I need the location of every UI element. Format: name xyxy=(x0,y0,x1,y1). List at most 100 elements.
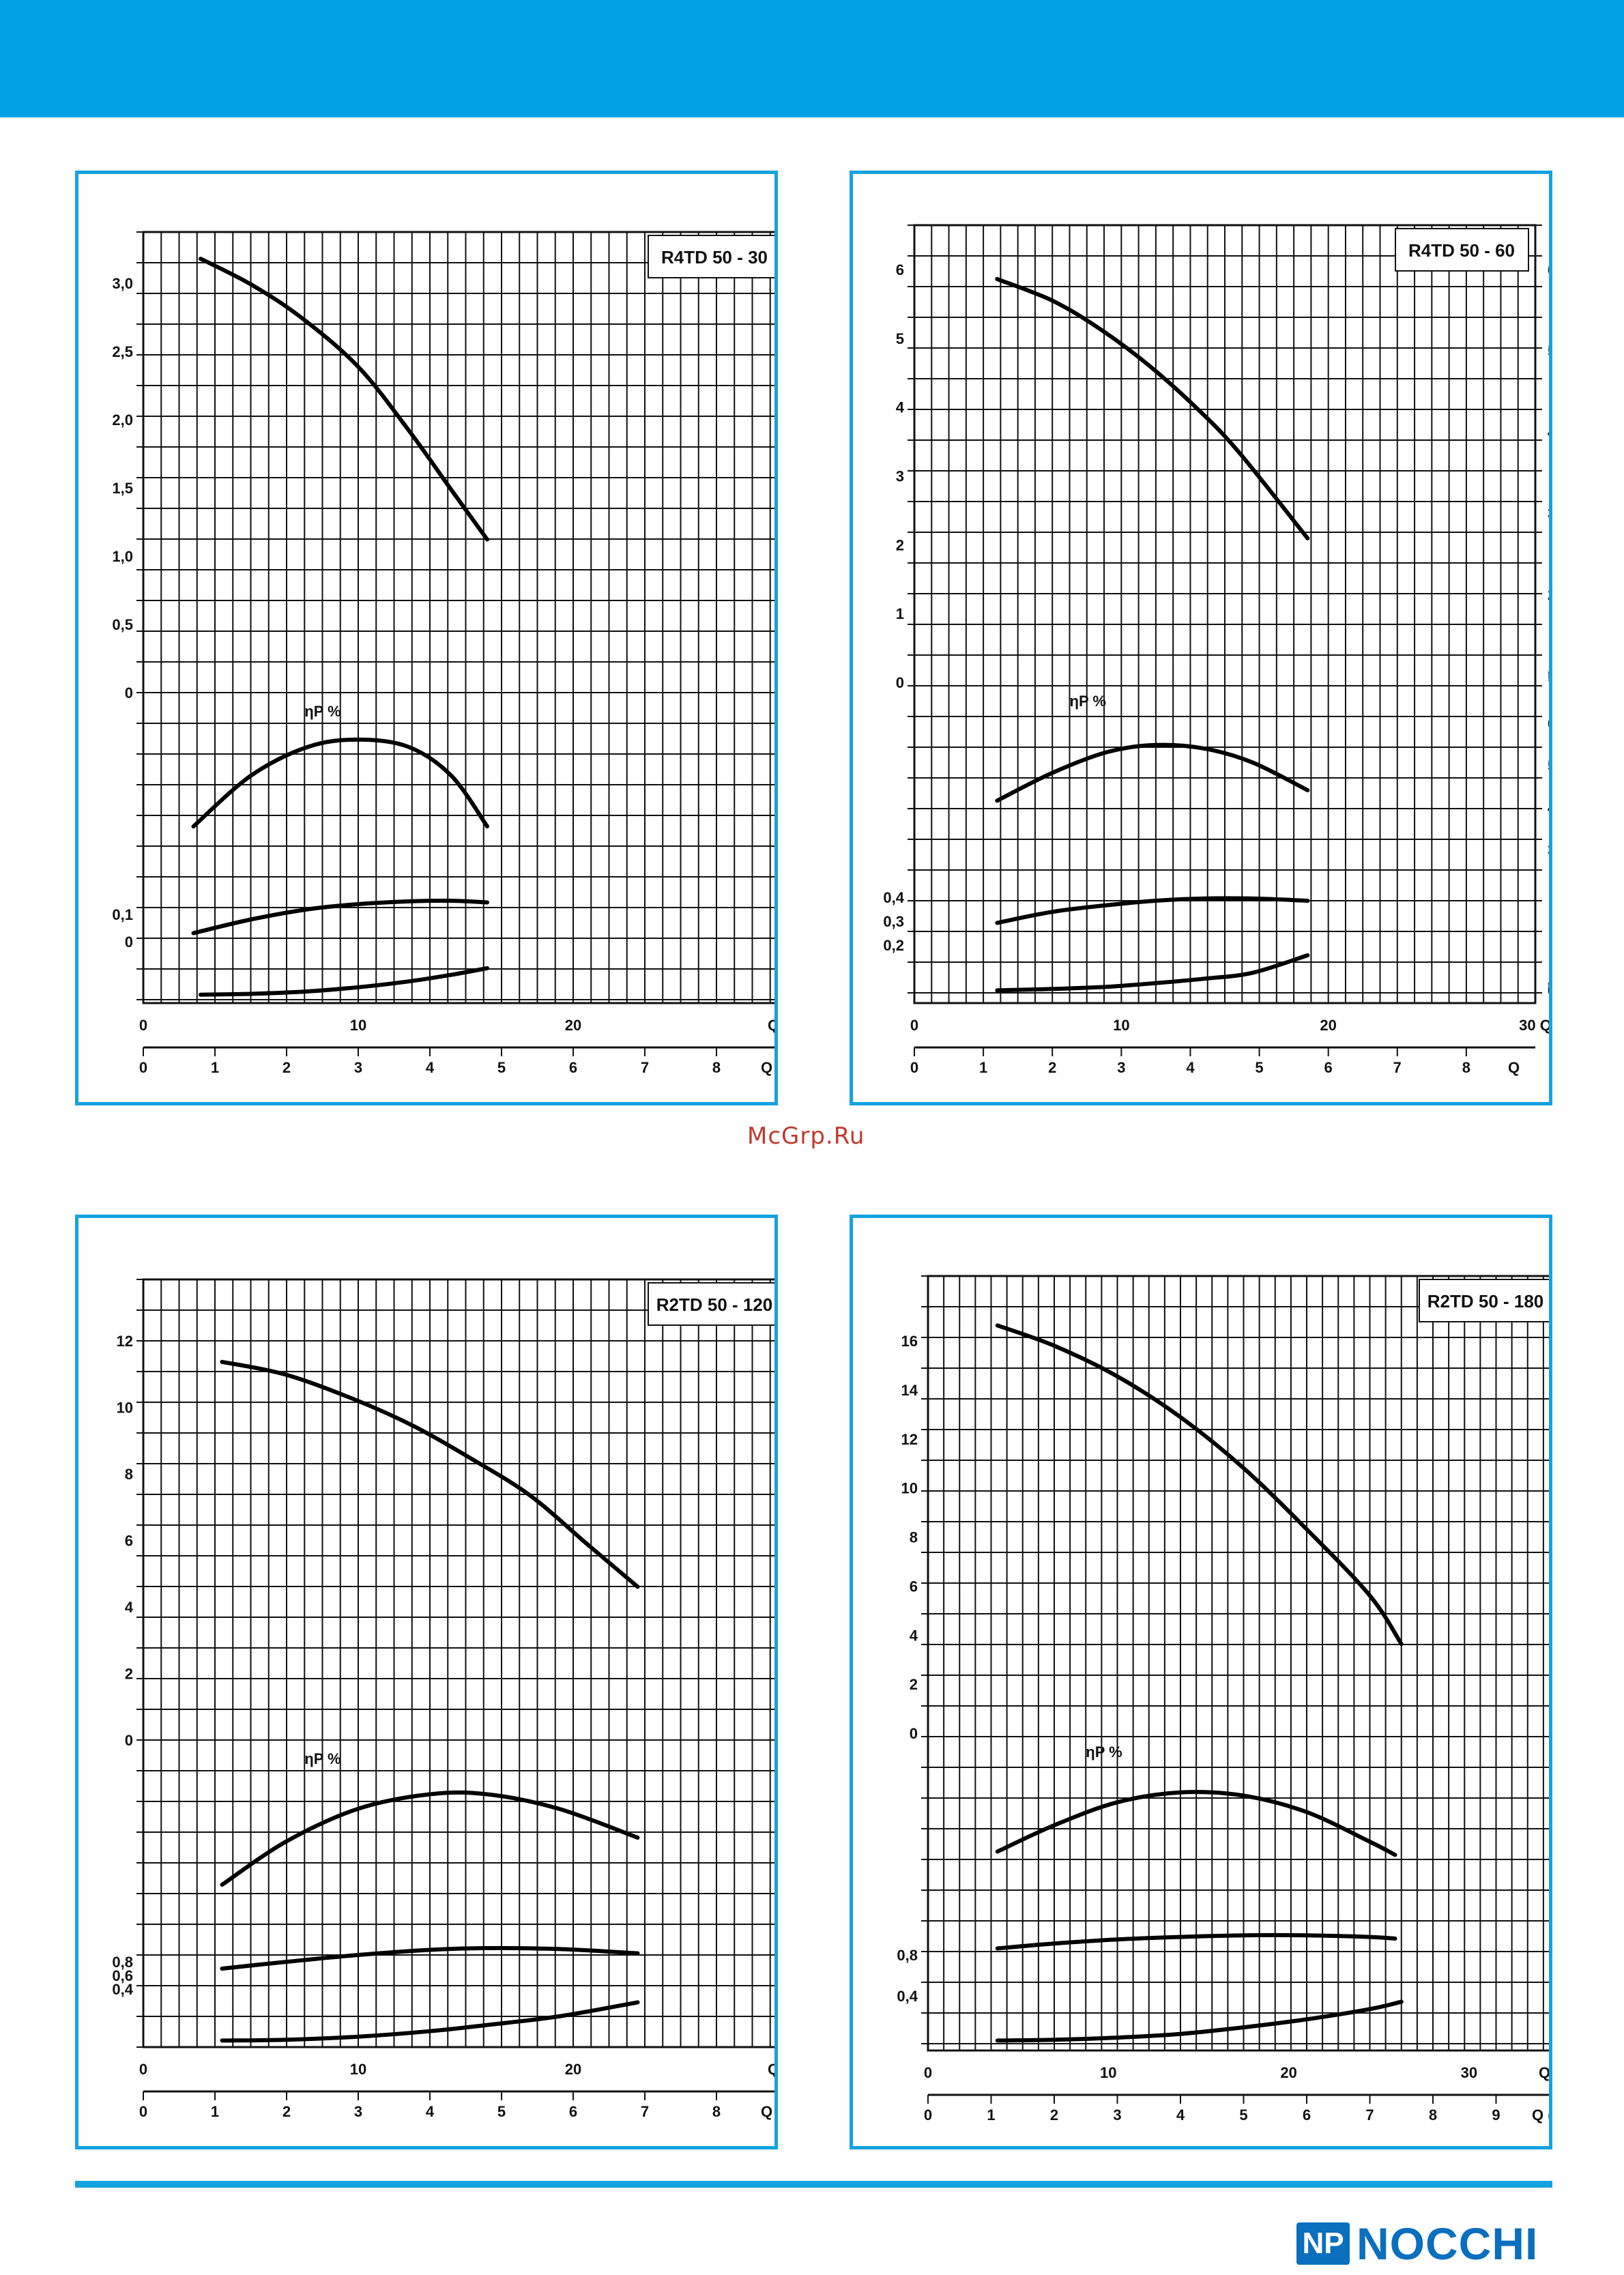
pow-left-tick: 0,3 xyxy=(883,913,904,930)
eff-curve xyxy=(191,737,489,829)
head-left-tick: 14 xyxy=(901,1382,918,1399)
x-bottom-label: Q ( xyxy=(761,1059,774,1076)
plot-frame xyxy=(927,1275,1549,2052)
head-left-tick: 2 xyxy=(910,1676,918,1693)
x-bottom-tick: 5 xyxy=(497,2103,506,2120)
x-bottom-tick: 5 xyxy=(1239,2106,1247,2124)
head-left-tick: 0 xyxy=(910,1725,918,1742)
pow-left-tick: 0,4 xyxy=(897,1988,918,2005)
x-bottom-tick: 1 xyxy=(979,1059,987,1076)
chart-svg-r2td-50-120: R2TD 50 - 120121086420120100806040206050… xyxy=(112,1278,774,2120)
x-bottom-tick: 2 xyxy=(282,2103,291,2120)
head-left-tick: 1,5 xyxy=(112,480,133,497)
plot-frame xyxy=(913,224,1537,1004)
head-right-tick: 20 xyxy=(1548,586,1549,603)
head-left-tick: 0 xyxy=(125,684,133,701)
head-left-tick: 1 xyxy=(896,605,904,622)
head-curve xyxy=(199,257,489,542)
x-bottom-tick: 9 xyxy=(1492,2106,1500,2124)
x-bottom-tick: 3 xyxy=(1113,2106,1121,2124)
x-axes: 0 10 20 30 Q 0 1 2 3 4 5 6 7 8 9 Q ( xyxy=(924,2064,1549,2124)
eff-curve xyxy=(220,1790,640,1887)
head-left-tick: 6 xyxy=(910,1578,918,1595)
x-top-tick: 20 xyxy=(565,2061,581,2078)
x-top-tick: 0 xyxy=(139,1017,147,1034)
x-top-tick: 10 xyxy=(350,1017,366,1034)
head-left-tick: 4 xyxy=(910,1627,918,1644)
title-box: R2TD 50 - 120 xyxy=(648,1282,774,1326)
pow-left-tick: 0,4 xyxy=(883,889,904,906)
eff-right-tick: 40 xyxy=(1548,799,1549,816)
head-right-tick: 10 xyxy=(1548,667,1549,684)
head-left-tick: 0 xyxy=(896,674,904,691)
efficiency-label: ηP % xyxy=(1086,1743,1122,1760)
head-left-tick: 0 xyxy=(125,1732,133,1749)
chart-svg-r4td-50-60: R4TD 50 - 606543210605040302010605040300… xyxy=(883,224,1549,1076)
head-left-tick: 3,0 xyxy=(112,275,133,292)
title-box: R4TD 50 - 30 xyxy=(648,235,774,278)
eff-right-tick: 30 xyxy=(1548,841,1549,858)
head-left-tick: 10 xyxy=(117,1400,133,1417)
x-bottom-label: Q xyxy=(1508,1059,1520,1076)
x-top-label: Q xyxy=(768,1017,774,1034)
x-top-tick: 20 xyxy=(1280,2064,1296,2081)
pow-left-tick: 0,4 xyxy=(112,1981,133,1998)
efficiency-label: ηP % xyxy=(1070,693,1106,710)
grid xyxy=(908,224,1542,1003)
x-bottom-tick: 5 xyxy=(497,1059,506,1076)
x-bottom-tick: 4 xyxy=(426,1059,435,1076)
x-top-label: Q xyxy=(768,2061,774,2078)
x-bottom-tick: 0 xyxy=(910,1059,918,1076)
npsh-right-tick: 2 xyxy=(1548,979,1549,996)
x-bottom-tick: 0 xyxy=(139,1059,147,1076)
x-top-tick: 0 xyxy=(139,2061,147,2078)
brand-name: NOCCHI xyxy=(1357,2218,1539,2269)
x-top-tick: 30 xyxy=(1461,2064,1477,2081)
head-left-tick: 4 xyxy=(896,399,905,416)
head-left-tick: 5 xyxy=(896,330,904,347)
grid xyxy=(136,231,774,1003)
head-left-tick: 8 xyxy=(125,1466,133,1483)
efficiency-label: ηP % xyxy=(304,1750,340,1767)
head-left-tick: 0,5 xyxy=(112,616,133,633)
x-bottom-tick: 3 xyxy=(354,1059,362,1076)
chart-title: R4TD 50 - 30 xyxy=(661,247,768,267)
x-bottom-tick: 8 xyxy=(1462,1059,1470,1076)
chart-panel-r2td-50-180: R2TD 50 - 180161412108642016014012010080… xyxy=(850,1215,1552,2149)
x-top-label: Q xyxy=(1539,2064,1549,2081)
x-bottom-label: Q ( xyxy=(1532,2106,1549,2124)
title-box: R2TD 50 - 180 xyxy=(1419,1279,1549,1322)
head-curve xyxy=(995,276,1310,540)
npsh-right-tick: 0 xyxy=(1548,981,1549,998)
eff-curve xyxy=(995,742,1310,803)
pow-curve xyxy=(995,896,1310,925)
npsh-curve xyxy=(995,1999,1404,2043)
npsh-curve xyxy=(220,2000,640,2043)
pow-left-tick: 0,8 xyxy=(112,1954,133,1971)
head-left-tick: 1,0 xyxy=(112,548,133,565)
head-curve xyxy=(220,1359,640,1589)
eff-curve xyxy=(995,1790,1397,1857)
head-left-tick: 2,0 xyxy=(112,411,133,429)
head-left-tick: 6 xyxy=(125,1533,133,1550)
plot-frame xyxy=(142,231,774,1004)
title-frame xyxy=(1419,1279,1549,1322)
x-bottom-tick: 2 xyxy=(1048,1059,1056,1076)
head-right-tick: 50 xyxy=(1548,343,1549,360)
x-bottom-tick: 0 xyxy=(139,2103,147,2120)
head-left-tick: 2 xyxy=(896,536,904,553)
title-frame xyxy=(648,235,774,278)
x-bottom-tick: 6 xyxy=(1303,2106,1311,2124)
x-bottom-tick: 6 xyxy=(569,1059,577,1076)
head-left-tick: 16 xyxy=(901,1333,918,1350)
chart-panel-r2td-50-120: R2TD 50 - 120121086420120100806040206050… xyxy=(75,1215,778,2149)
head-left-tick: 12 xyxy=(901,1431,918,1448)
title-box: R4TD 50 - 60 xyxy=(1395,228,1529,272)
head-left-tick: 2,5 xyxy=(112,343,133,360)
eff-right-tick: 50 xyxy=(1548,757,1549,774)
chart-title: R4TD 50 - 60 xyxy=(1408,240,1515,261)
x-top-tick: 20 xyxy=(565,1017,581,1034)
chart-svg-r4td-50-30: R4TD 50 - 303,02,52,01,51,00,50302520151… xyxy=(112,231,774,1076)
chart-title: R2TD 50 - 180 xyxy=(1427,1291,1544,1312)
